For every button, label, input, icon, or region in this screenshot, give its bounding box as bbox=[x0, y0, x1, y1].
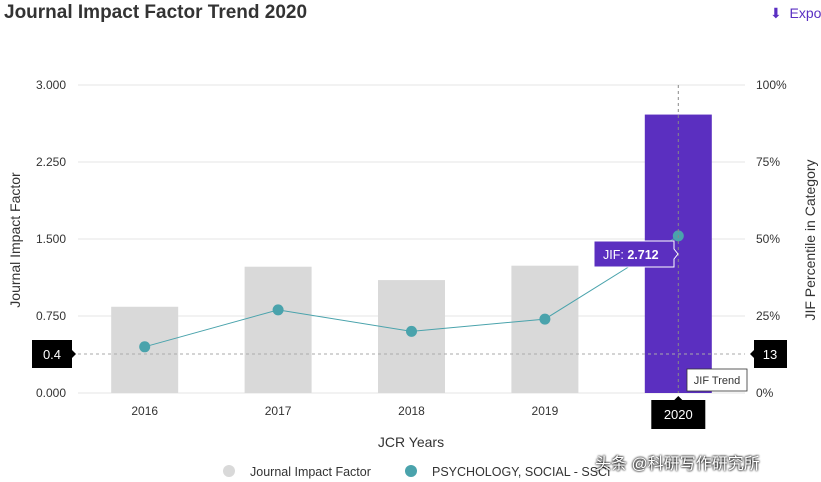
x-tick-label: 2018 bbox=[398, 404, 425, 418]
percentile-point-2019 bbox=[539, 313, 551, 325]
y2-axis-title: JIF Percentile in Category bbox=[802, 159, 818, 320]
legend-label-category[interactable]: PSYCHOLOGY, SOCIAL - SSCI bbox=[432, 465, 611, 479]
x-axis-title: JCR Years bbox=[378, 434, 444, 450]
crosshair-left-label: 0.4 bbox=[43, 347, 61, 362]
y-tick-label: 0.000 bbox=[36, 386, 66, 400]
crosshair-x-label: 2020 bbox=[664, 407, 693, 422]
x-tick-label: 2019 bbox=[532, 404, 559, 418]
crosshair-right-label: 13 bbox=[763, 347, 777, 362]
percentile-point-2018 bbox=[406, 325, 417, 337]
y-tick-label: 3.000 bbox=[36, 78, 66, 92]
legend-marker-category bbox=[405, 465, 417, 477]
bar-2019 bbox=[511, 265, 579, 393]
y2-tick-label: 100% bbox=[756, 78, 787, 92]
legend-marker-jif bbox=[223, 465, 235, 477]
hover-label: JIF Trend bbox=[694, 375, 740, 387]
y-tick-label: 0.750 bbox=[36, 309, 66, 323]
bar-2017 bbox=[244, 266, 312, 393]
crosshair-left-box bbox=[32, 340, 76, 368]
legend-label-jif[interactable]: Journal Impact Factor bbox=[250, 465, 371, 479]
y2-tick-label: 75% bbox=[756, 155, 780, 169]
download-icon: ⬇ bbox=[770, 5, 782, 21]
export-button[interactable]: ⬇ Expo bbox=[770, 5, 821, 22]
hover-label-box bbox=[686, 368, 748, 392]
percentile-point-2017 bbox=[272, 304, 284, 316]
x-tick-label: 2017 bbox=[265, 404, 292, 418]
crosshair-right-box bbox=[750, 340, 787, 368]
x-tick-label: 2016 bbox=[131, 404, 158, 418]
y2-tick-label: 50% bbox=[756, 232, 780, 246]
y-axis-title: Journal Impact Factor bbox=[7, 172, 23, 308]
y-tick-label: 2.250 bbox=[36, 155, 66, 169]
y2-tick-label: 0% bbox=[756, 386, 774, 400]
export-label: Expo bbox=[789, 5, 821, 21]
y-tick-label: 1.500 bbox=[36, 232, 66, 246]
percentile-point-2016 bbox=[139, 341, 151, 353]
watermark: 头条 @科研写作研究所 bbox=[595, 456, 760, 473]
tooltip-box bbox=[593, 240, 679, 268]
crosshair-x-box bbox=[651, 396, 706, 429]
chart-title: Journal Impact Factor Trend 2020 bbox=[4, 2, 308, 23]
tooltip-text: JIF: 2.712 bbox=[603, 248, 659, 262]
y2-tick-label: 25% bbox=[756, 309, 780, 323]
tooltip-value: 2.712 bbox=[627, 248, 658, 262]
